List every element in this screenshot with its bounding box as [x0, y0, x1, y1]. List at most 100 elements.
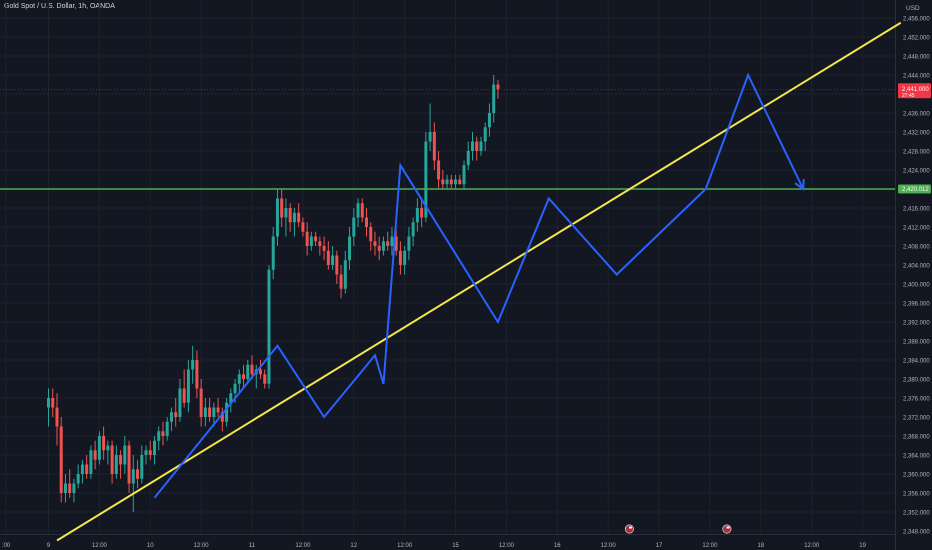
- candle-body: [326, 250, 330, 265]
- time-tick-label: 12:00: [702, 543, 718, 549]
- candle-body: [195, 360, 199, 389]
- candle-body: [394, 236, 398, 251]
- candle-body: [178, 388, 182, 417]
- candle-body: [284, 208, 288, 218]
- candle-body: [343, 260, 347, 289]
- time-tick-label: 12:00: [397, 543, 413, 549]
- candle-body: [123, 445, 127, 465]
- time-tick-label: 18: [757, 543, 764, 549]
- candle-body: [89, 450, 93, 474]
- price-tick-label: 2,392.000: [903, 321, 930, 327]
- candle-body: [271, 236, 275, 270]
- candle-body: [55, 407, 59, 427]
- price-tick-label: 2,444.000: [903, 74, 930, 80]
- price-tick-label: 2,428.000: [903, 150, 930, 156]
- candle-body: [203, 407, 207, 417]
- candle-body: [76, 474, 80, 484]
- price-tick-label: 2,380.000: [903, 378, 930, 384]
- candle-body: [445, 179, 449, 185]
- candle-body: [233, 383, 237, 394]
- candle-body: [335, 255, 339, 275]
- candle-body: [309, 236, 313, 246]
- candle-body: [377, 246, 381, 251]
- time-tick-label: 12:00: [194, 543, 210, 549]
- price-tick-label: 2,412.000: [903, 226, 930, 232]
- candle-body: [373, 241, 377, 246]
- candle-body: [437, 160, 441, 180]
- price-tick-label: 2,384.000: [903, 359, 930, 365]
- candle-body: [314, 236, 318, 242]
- price-tick-label: 2,376.000: [903, 397, 930, 403]
- candle-body: [449, 179, 453, 185]
- candle-body: [208, 407, 212, 417]
- price-tick-label: 2,424.000: [903, 169, 930, 175]
- candle-body: [72, 483, 76, 493]
- candle-body: [471, 141, 474, 151]
- candle-body: [348, 236, 352, 261]
- candle-body: [441, 179, 445, 185]
- candle-body: [420, 208, 424, 218]
- candle-body: [110, 445, 114, 474]
- candle-body: [479, 141, 483, 151]
- candle-body: [411, 222, 415, 237]
- price-tick-label: 2,448.000: [903, 55, 930, 61]
- price-tick-label: 2,368.000: [903, 435, 930, 441]
- candle-body: [492, 84, 496, 113]
- candle-body: [407, 236, 411, 251]
- candle-body: [483, 127, 487, 142]
- current-price-value: 2,441.000: [902, 87, 929, 93]
- candle-body: [246, 364, 250, 379]
- candle-body: [165, 421, 169, 436]
- symbol-title[interactable]: Gold Spot / U.S. Dollar, 1h, OANDA: [4, 3, 115, 10]
- candle-body: [250, 364, 254, 375]
- time-tick-label: 17: [656, 543, 663, 549]
- candle-body: [458, 179, 462, 185]
- candle-body: [140, 455, 144, 479]
- event-flag-stripe: [724, 526, 730, 529]
- candle-body: [102, 436, 106, 451]
- candle-body: [119, 455, 123, 465]
- price-tick-label: 2,400.000: [903, 283, 930, 289]
- candle-body: [212, 407, 216, 417]
- candle-body: [182, 388, 186, 403]
- time-tick-label: 16: [554, 543, 561, 549]
- level-price-tag: [898, 184, 931, 194]
- candle-body: [174, 412, 178, 417]
- candle-body: [136, 469, 140, 479]
- candle-body: [339, 274, 343, 289]
- price-tick-label: 2,348.000: [903, 530, 930, 536]
- event-flag-stripe: [626, 526, 632, 529]
- candle-body: [169, 412, 173, 422]
- time-tick-label: 19: [859, 543, 866, 549]
- candle-body: [225, 402, 229, 422]
- event-flag-canton: [724, 526, 727, 529]
- candle-body: [153, 440, 156, 455]
- candle-body: [301, 222, 305, 232]
- time-tick-label: 12:00: [601, 543, 617, 549]
- price-tick-label: 2,416.000: [903, 207, 930, 213]
- candle-body: [63, 483, 67, 493]
- candle-body: [148, 450, 152, 455]
- candle-body: [191, 360, 195, 370]
- time-tick-label: 9: [47, 543, 51, 549]
- price-tick-label: 2,372.000: [903, 416, 930, 422]
- candle-body: [487, 113, 491, 128]
- candle-body: [305, 231, 309, 246]
- candle-body: [68, 483, 72, 493]
- candle-body: [454, 179, 458, 185]
- candle-body: [161, 431, 165, 436]
- event-flag-icon: [722, 524, 732, 534]
- candle-body: [216, 407, 220, 413]
- candle-body: [390, 236, 394, 246]
- candle-body: [352, 217, 356, 237]
- time-tick-label: 12:00: [499, 543, 515, 549]
- candle-body: [47, 398, 50, 408]
- candle-body: [242, 374, 246, 379]
- price-tick-label: 2,404.000: [903, 264, 930, 270]
- currency-label: USD: [906, 5, 920, 12]
- candle-body: [432, 132, 436, 161]
- price-tick-label: 2,388.000: [903, 340, 930, 346]
- candle-body: [360, 203, 364, 218]
